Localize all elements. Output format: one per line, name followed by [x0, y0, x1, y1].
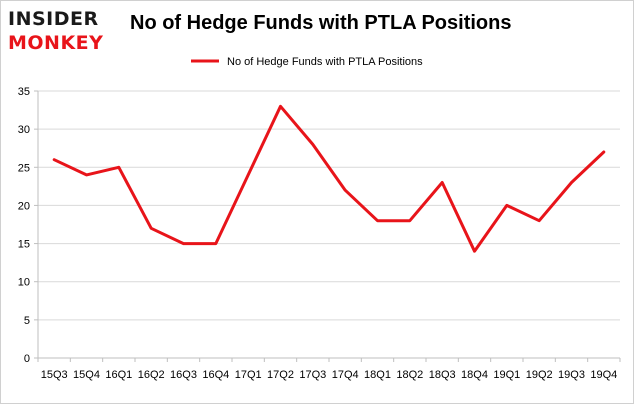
legend-label: No of Hedge Funds with PTLA Positions — [227, 56, 423, 68]
legend: No of Hedge Funds with PTLA Positions — [191, 56, 423, 68]
x-tick-label: 17Q3 — [299, 369, 326, 381]
series-line — [52, 104, 606, 253]
x-tick-label: 16Q1 — [105, 369, 132, 381]
x-tick-label: 16Q3 — [170, 369, 197, 381]
series-layer — [52, 104, 606, 253]
x-tick-label: 17Q4 — [332, 369, 359, 381]
x-tick-label: 18Q3 — [429, 369, 456, 381]
x-tick-label: 16Q2 — [138, 369, 165, 381]
y-tick-label: 15 — [18, 239, 30, 251]
svg-text:MONKEY: MONKEY — [8, 32, 103, 53]
y-tick-label: 30 — [18, 124, 30, 136]
x-tick-label: 17Q2 — [267, 369, 294, 381]
y-tick-label: 20 — [18, 200, 30, 212]
x-tick-label: 18Q4 — [461, 369, 488, 381]
x-tick-label: 15Q4 — [73, 369, 100, 381]
x-tick-label: 19Q4 — [590, 369, 617, 381]
x-tick-label: 19Q3 — [558, 369, 585, 381]
y-tick-label: 5 — [24, 315, 30, 327]
y-tick-label: 10 — [18, 277, 30, 289]
x-tick-label: 16Q4 — [202, 369, 229, 381]
y-tick-label: 0 — [24, 353, 30, 365]
x-tick-label: 18Q2 — [396, 369, 423, 381]
axes: 0 5 10 15 20 25 30 35 15Q3 15Q4 16Q1 16Q2 16Q3 16Q4 17… — [18, 86, 621, 381]
y-tick-label: 25 — [18, 162, 30, 174]
svg-text:INSIDER: INSIDER — [8, 8, 99, 30]
x-tick-label: 17Q1 — [235, 369, 262, 381]
insider-monkey-logo: INSIDER MONKEY — [8, 8, 103, 53]
x-tick-label: 19Q1 — [493, 369, 520, 381]
chart-title: No of Hedge Funds with PTLA Positions — [130, 12, 512, 34]
y-tick-label: 35 — [18, 86, 30, 98]
x-tick-label: 18Q1 — [364, 369, 391, 381]
x-tick-label: 19Q2 — [526, 369, 553, 381]
x-tick-label: 15Q3 — [41, 369, 68, 381]
